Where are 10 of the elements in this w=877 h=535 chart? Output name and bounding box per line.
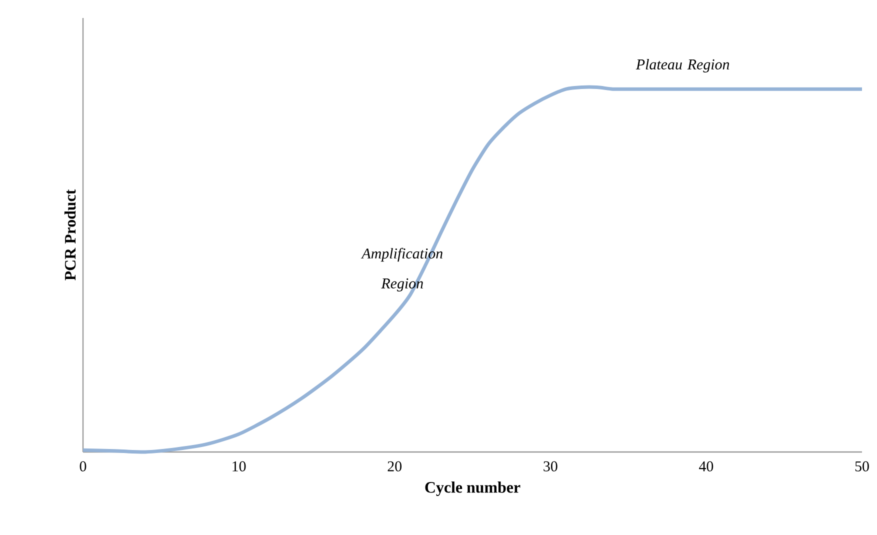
x-tick-label: 10 xyxy=(232,461,246,472)
y-axis-title: PCR Product xyxy=(64,189,76,280)
x-tick-label: 50 xyxy=(855,461,869,472)
x-tick-label: 30 xyxy=(544,461,558,472)
annotation: Amplification Region xyxy=(360,248,442,292)
x-tick-label: 40 xyxy=(699,461,714,472)
x-tick-label: 0 xyxy=(80,461,86,472)
x-tick-label: 20 xyxy=(388,461,402,472)
x-axis-title: Cycle number xyxy=(425,482,520,496)
text: Plateau Region xyxy=(636,58,730,73)
